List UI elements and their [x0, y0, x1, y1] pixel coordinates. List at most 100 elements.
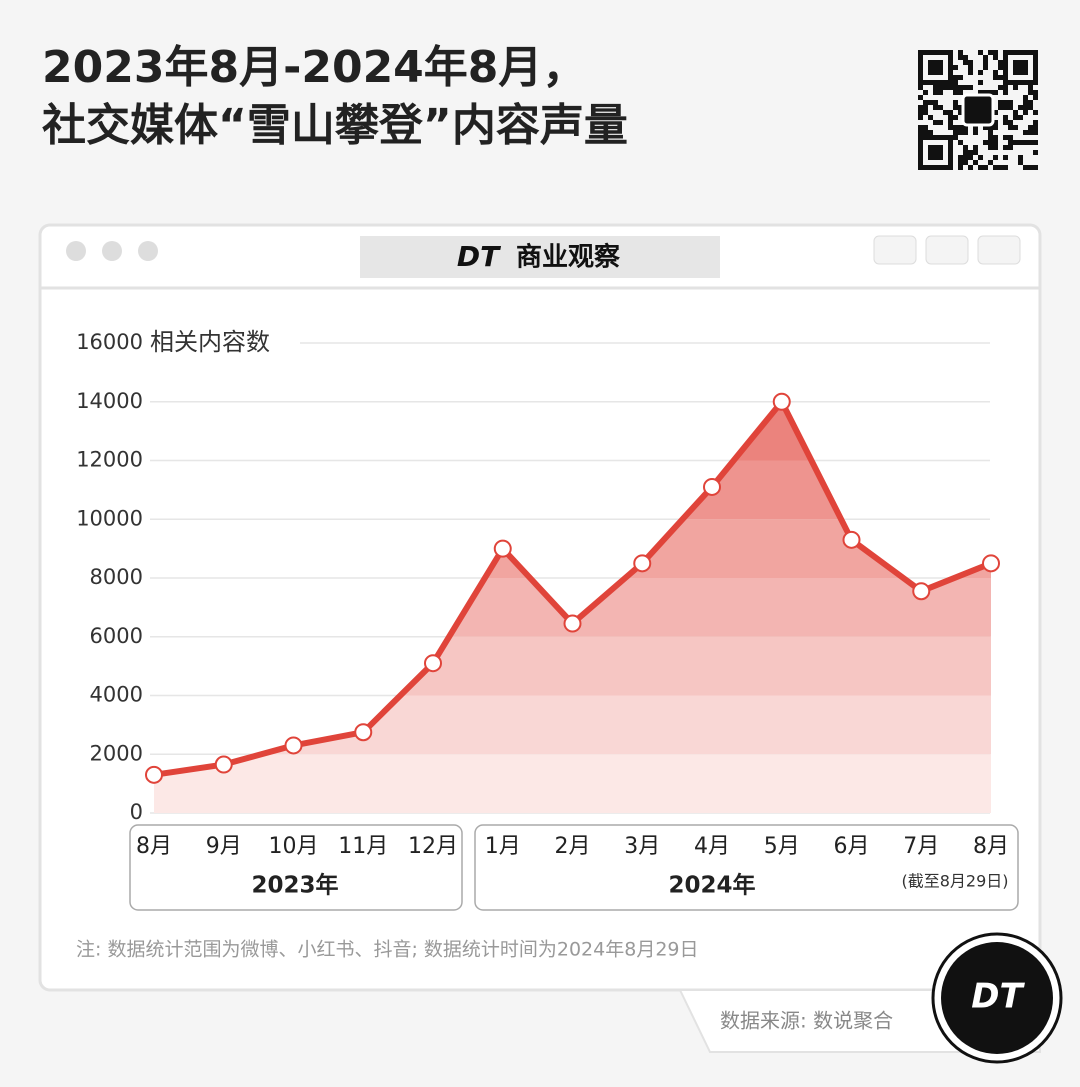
qr-module — [1033, 110, 1038, 115]
qr-module — [948, 110, 953, 115]
qr-module — [1008, 120, 1013, 125]
qr-module — [953, 135, 958, 140]
qr-module — [918, 130, 923, 135]
qr-module — [983, 60, 988, 65]
qr-module — [923, 90, 928, 95]
qr-module — [958, 50, 963, 55]
qr-module — [988, 90, 993, 95]
x-tick-label: 4月 — [694, 834, 730, 859]
qr-module — [928, 115, 933, 120]
qr-module — [933, 90, 938, 95]
qr-module — [978, 90, 983, 95]
area-band — [154, 754, 991, 813]
qr-module — [918, 85, 923, 90]
window-button — [977, 235, 1021, 265]
group-box — [474, 824, 1019, 911]
source: 数据来源: 数说聚合 — [720, 1009, 893, 1033]
qr-finder — [918, 135, 953, 170]
qr-module — [953, 75, 958, 80]
qr-module — [953, 100, 958, 105]
qr-module — [1003, 135, 1008, 140]
qr-module — [988, 145, 993, 150]
qr-module — [998, 60, 1003, 65]
qr-module — [948, 125, 953, 130]
qr-module — [1028, 90, 1033, 95]
qr-module — [963, 150, 968, 155]
qr-module — [933, 120, 938, 125]
qr-module — [963, 145, 968, 150]
x-tick-label: 1月 — [485, 834, 521, 859]
qr-module — [1033, 130, 1038, 135]
qr-module — [993, 55, 998, 60]
qr-module — [963, 85, 968, 90]
qr-module — [973, 160, 978, 165]
qr-module — [1013, 85, 1018, 90]
point — [982, 554, 1000, 573]
qr-module — [973, 125, 978, 130]
qr-module — [1003, 120, 1008, 125]
qr-module — [968, 85, 973, 90]
qr-module — [933, 85, 938, 90]
qr-module — [963, 160, 968, 165]
group-box — [129, 824, 463, 911]
point — [354, 723, 373, 742]
qr-module — [923, 105, 928, 110]
qr-module — [983, 125, 988, 130]
qr-module — [978, 70, 983, 75]
qr-module — [998, 85, 1003, 90]
qr-module — [1028, 130, 1033, 135]
point — [633, 554, 652, 573]
qr-module — [968, 150, 973, 155]
qr-module — [973, 150, 978, 155]
x-tick-label: 8月 — [136, 834, 172, 859]
qr-module — [1023, 110, 1028, 115]
qr-module — [1023, 105, 1028, 110]
qr-module — [1008, 145, 1013, 150]
qr-module — [953, 130, 958, 135]
qr-module — [1018, 160, 1023, 165]
qr-module — [958, 165, 963, 170]
qr-module — [958, 105, 963, 110]
y-tick-label: 12000 — [76, 448, 143, 472]
point — [214, 755, 233, 774]
qr-module — [918, 110, 923, 115]
x-tick-label: 5月 — [764, 834, 800, 859]
title-line: 社交媒体“雪山攀登”内容声量 — [42, 100, 628, 151]
qr-module — [993, 165, 998, 170]
y-tick-label: 4000 — [90, 683, 143, 707]
y-axis-label: 相关内容数 — [150, 328, 270, 356]
window-title-bar — [360, 236, 720, 278]
qr-module — [953, 90, 958, 95]
qr-module — [1003, 100, 1008, 105]
title-line: 2023年8月-2024年8月， — [42, 42, 586, 93]
qr-module — [923, 125, 928, 130]
y-tick-label: 10000 — [76, 506, 143, 530]
qr-module — [953, 85, 958, 90]
window-button — [925, 235, 969, 265]
qr-module — [988, 135, 993, 140]
point — [842, 530, 861, 549]
qr-module — [1003, 115, 1008, 120]
qr-module — [978, 50, 983, 55]
qr-module — [993, 110, 998, 115]
qr-module — [993, 140, 998, 145]
qr-module — [973, 130, 978, 135]
qr-module — [938, 85, 943, 90]
qr-module — [963, 60, 968, 65]
qr-module — [1028, 105, 1033, 110]
qr-module — [1003, 155, 1008, 160]
qr-module — [983, 65, 988, 70]
qr-module — [958, 90, 963, 95]
qr-module — [948, 85, 953, 90]
qr-module — [953, 125, 958, 130]
qr-module — [1013, 115, 1018, 120]
qr-module — [993, 70, 998, 75]
x-tick-label: 11月 — [338, 834, 388, 859]
qr-module — [1033, 165, 1038, 170]
qr-module — [953, 65, 958, 70]
qr-center — [961, 93, 995, 127]
qr-module — [928, 100, 933, 105]
qr-module — [918, 115, 923, 120]
qr-module — [988, 160, 993, 165]
